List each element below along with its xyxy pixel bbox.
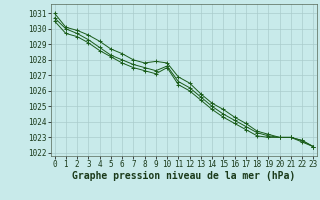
X-axis label: Graphe pression niveau de la mer (hPa): Graphe pression niveau de la mer (hPa) xyxy=(72,171,296,181)
